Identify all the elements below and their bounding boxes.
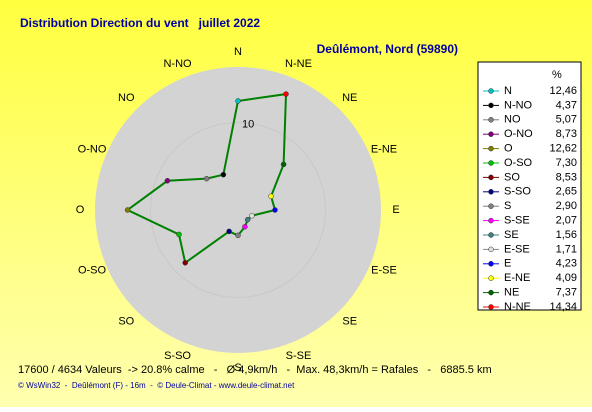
direction-label: SO [118,316,134,328]
legend-marker [488,275,494,281]
legend-marker [488,131,494,137]
chart-title: Distribution Direction du vent juillet 2… [20,16,260,30]
legend-marker [488,304,494,310]
legend-label: SO [504,171,520,183]
footer-stats: 17600 / 4634 Valeurs -> 20.8% calme - Ø … [18,364,492,376]
direction-label: S-SO [164,350,191,362]
legend-marker [488,289,494,296]
marker [220,171,227,178]
direction-label: NO [118,92,135,104]
legend-marker [488,232,494,238]
direction-label: E [392,204,399,216]
legend-label: O-NO [504,128,533,140]
direction-label: N [234,46,242,58]
marker [164,178,171,184]
marker [242,223,248,230]
marker [182,260,188,266]
direction-label: E-SE [371,264,397,276]
legend-label: O-SO [504,157,533,169]
legend-value: 14,34 [549,301,577,313]
marker [283,91,289,97]
legend-value: 1,56 [556,229,577,241]
direction-label: N-NO [163,58,192,70]
direction-label: S [234,362,241,374]
marker [249,212,255,219]
legend-label: N-NE [504,301,531,313]
legend-value: 12,46 [549,85,577,97]
legend-value: 7,30 [556,157,577,169]
marker [235,98,241,104]
legend-marker [488,102,494,109]
legend-marker [488,189,494,195]
direction-label: O [76,204,85,216]
legend-label: E-SE [504,243,530,255]
legend-label: E [504,258,511,270]
legend-value: 7,37 [556,287,577,299]
legend-label: NO [504,114,521,126]
legend-value: 2,65 [556,186,577,198]
marker [235,232,241,239]
direction-label: SE [342,316,357,328]
legend-value: 1,71 [556,243,577,255]
legend-value: 8,53 [556,171,577,183]
direction-label: O-SO [78,264,107,276]
legend-marker [488,160,494,166]
grid-circle [150,122,326,298]
legend-marker [488,174,494,181]
legend-marker [488,261,494,267]
legend-value: 12,62 [549,143,577,155]
marker [244,216,251,223]
legend-value: 4,37 [556,99,577,111]
legend-value: 8,73 [556,128,577,140]
legend-label: S [504,200,511,212]
legend-label: O [504,143,513,155]
legend-label: S-SE [504,215,530,227]
legend-marker [488,217,494,224]
legend-value: 4,23 [556,258,577,270]
direction-label: NE [342,92,357,104]
marker [226,228,232,235]
marker [272,207,278,213]
legend-marker [488,117,494,123]
legend-marker [488,145,494,152]
legend-marker [488,203,494,209]
plot-area [95,67,381,353]
marker [280,161,287,168]
chart-subtitle: Deûlémont, Nord (59890) [317,42,458,56]
footer-credit: © WsWin32 - Deûlémont (F) - 16m - © Deul… [18,381,295,390]
direction-label: N-NE [285,58,312,70]
legend-value: 4,09 [556,272,577,284]
legend-label: SE [504,229,519,241]
legend-value: 2,07 [556,215,577,227]
direction-label: S-SE [286,350,312,362]
marker [124,207,131,213]
legend-value: 2,90 [556,200,577,212]
legend-title: % [552,69,562,81]
legend-label: N [504,85,512,97]
legend-label: NE [504,287,519,299]
r-tick-label: 10 [242,118,254,130]
legend [477,61,582,311]
direction-label: O-NO [78,143,107,155]
legend-marker [488,246,494,253]
legend-marker [488,88,494,94]
legend-label: S-SO [504,186,531,198]
legend-value: 5,07 [556,114,577,126]
legend-label: E-NE [504,272,530,284]
marker [176,231,182,238]
legend-label: N-NO [504,99,533,111]
marker [203,175,210,182]
direction-label: E-NE [371,143,397,155]
marker [268,193,274,200]
